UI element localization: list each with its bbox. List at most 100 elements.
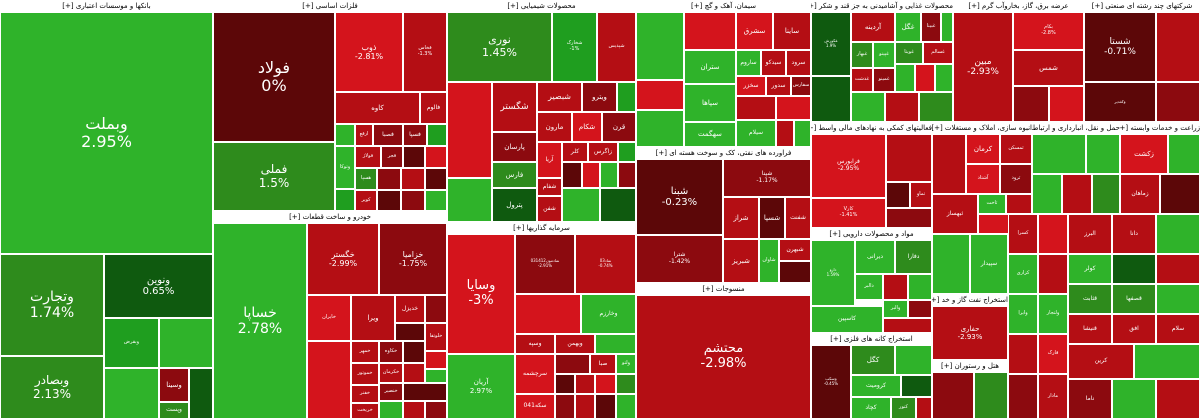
tile-sharaz[interactable]: شراز [723,197,759,239]
tile-teheshar[interactable]: ثبهساز [932,194,978,234]
tile-p3[interactable] [908,300,932,318]
sector-finance[interactable]: فعالیتهای کمکی به نهادهای مالی واسط [+] … [811,122,932,228]
tile-ag1[interactable] [1168,134,1200,174]
tile-arfa[interactable]: ارفع [355,124,373,146]
tile-ho1[interactable] [932,372,974,419]
tile-a8[interactable] [379,401,403,419]
tile-khesapa[interactable]: خساپا 2.78% [213,223,307,419]
tile-co1[interactable] [895,345,932,375]
tile-b-small1[interactable]: وبقرض [104,318,159,368]
tile-farabours[interactable]: فرابورس -2.95% [811,134,886,198]
tile-foulah[interactable]: فولاژ [355,146,381,168]
sector-pharma[interactable]: مواد و محصولات دارویی [+] دارو 1.59% دیر… [811,228,932,333]
tile-a7[interactable] [403,383,447,401]
tile-shesapa[interactable]: شسپا [759,197,785,239]
tile-kheeran[interactable]: خایران [307,295,351,341]
tile-m3[interactable] [403,146,425,168]
tile-c6[interactable] [600,162,618,188]
tile-tsorud[interactable]: ثرود [1000,164,1032,194]
tile-sep[interactable]: سکه041 [515,394,555,419]
tile-b-small4[interactable] [189,368,213,419]
tile-tr4[interactable] [1062,174,1092,214]
sector-agri[interactable]: زراعت و خدمات وابسته [+] زکشت زماهان [1120,122,1200,214]
tile-c10[interactable] [600,188,636,222]
tile-c3[interactable] [618,142,636,162]
tile-kchad[interactable]: کچاد [851,397,891,419]
sector-auto[interactable]: خودرو و ساخت قطعات [+] خساپا 2.78% خگستر… [213,211,447,419]
tile-mohtasham[interactable]: محتشم -2.98% [636,295,811,419]
sector-metals[interactable]: فلزات اساسی [+] فولاد 0% فملی 1.5% ذوب -… [213,0,447,211]
tile-kabar[interactable]: قثابت [1068,284,1112,314]
tile-tr2[interactable] [1086,134,1120,174]
tile-a4[interactable] [425,351,447,369]
tile-shan[interactable]: شفن [537,196,562,222]
tile-ghebhar[interactable]: غبهار [851,42,873,68]
tile-sepaha[interactable]: سپاها [684,84,736,122]
tile-c-r1[interactable] [736,96,776,120]
sector-textile[interactable]: منسوجات [+] محتشم -2.98% [636,283,811,419]
tile-daria[interactable]: دانا [1112,214,1156,254]
tile-re2[interactable] [1006,194,1032,214]
tile-zaksht[interactable]: زکشت [1120,134,1168,174]
tile-vbehmn[interactable]: وبهمن [555,334,595,354]
tile-sahgmat[interactable]: سهگمت [684,122,736,147]
tile-i2[interactable] [595,334,636,354]
tile-a1[interactable] [425,295,447,323]
tile-c-g1[interactable] [636,12,684,80]
sector-chem[interactable]: محصولات شیمیایی [+] نوری 1.45% شخارک -1%… [447,0,636,222]
tile-m10[interactable] [401,190,425,211]
tile-fn3[interactable] [886,208,932,228]
tile-khodrir[interactable]: خدیزل [395,295,425,323]
tile-sadba[interactable]: صبا [590,354,616,374]
tile-a9[interactable] [403,401,425,419]
tile-valfajr[interactable]: ولتجار [1038,294,1068,334]
tile-mobin2[interactable]: سلام [1156,314,1200,344]
tile-tamo[interactable]: تماو [910,182,932,208]
tile-c2[interactable] [617,82,636,112]
sector-banks[interactable]: بانکها و موسسات اعتباری [+] وبملت 2.95% … [0,0,213,419]
tile-sefars[interactable]: سفارس [791,76,811,96]
tile-shkam[interactable]: شکام [572,112,602,142]
tile-knor[interactable]: کنور [891,397,916,419]
tile-i5[interactable] [575,374,595,394]
tile-mobin[interactable]: مبین -2.93% [953,12,1013,122]
tile-ref-top[interactable]: شپنا -1.17% [723,159,811,197]
tile-fameli[interactable]: فملی 1.5% [213,142,335,211]
tile-f2[interactable] [895,64,915,92]
tile-shebriz[interactable]: شبریز [723,239,759,283]
tile-c-g2[interactable] [636,80,684,110]
tile-fakhas[interactable]: فخاس -1.3% [403,12,447,92]
tile-sevmn[interactable] [684,12,736,50]
tile-mi8[interactable] [1156,284,1200,314]
sector-transport[interactable]: حمل و نقل، انبارداری و ارتباطات [+] [1032,122,1120,214]
tile-a5[interactable] [403,363,425,383]
tile-khomohr[interactable]: خموتور [351,363,379,385]
tile-kerman[interactable]: کرمان [966,134,1000,164]
sector-multi[interactable]: شرکتهای چند رشته ای صنعتی [+] شستا -0.71… [1084,0,1200,122]
tile-darou1[interactable]: دارو 1.59% [811,240,855,306]
tile-vnovin[interactable]: ونوین 0.65% [104,254,213,318]
tile-ghevita[interactable]: غویتا [895,42,923,64]
tile-shapdis[interactable]: شپدیس [597,12,636,82]
tile-multi-s[interactable]: وکغدیر [1084,82,1156,122]
tile-f3[interactable] [915,64,935,92]
tile-shaham[interactable]: شفام [537,178,562,196]
tile-mi9[interactable] [1134,344,1200,379]
tile-vsader[interactable]: وبصادر 2.13% [0,356,104,419]
tile-selam[interactable]: سیلام [736,120,776,147]
tile-ghebina[interactable]: غبینا [921,12,941,42]
tile-m11[interactable] [425,190,447,211]
tile-p1[interactable] [883,274,908,300]
tile-khakra[interactable]: خکرمان [379,363,403,383]
tile-sartan[interactable]: ستران [684,50,736,84]
tile-sidoka[interactable]: سیدکو [761,50,786,76]
tile-m9[interactable] [377,190,401,211]
tile-c-r4[interactable] [794,120,811,147]
tile-fesapa[interactable]: فسپا [403,124,427,146]
tile-vsaman[interactable]: سپیدار [970,234,1008,294]
tile-shevan[interactable]: شاوان [759,239,779,283]
tile-coal1[interactable]: وسکب -0.45% [811,345,851,419]
tile-ardina[interactable]: آردینه [851,12,895,42]
tile-m6[interactable] [401,168,425,190]
tile-khokhach[interactable]: خکاوه [379,341,403,363]
